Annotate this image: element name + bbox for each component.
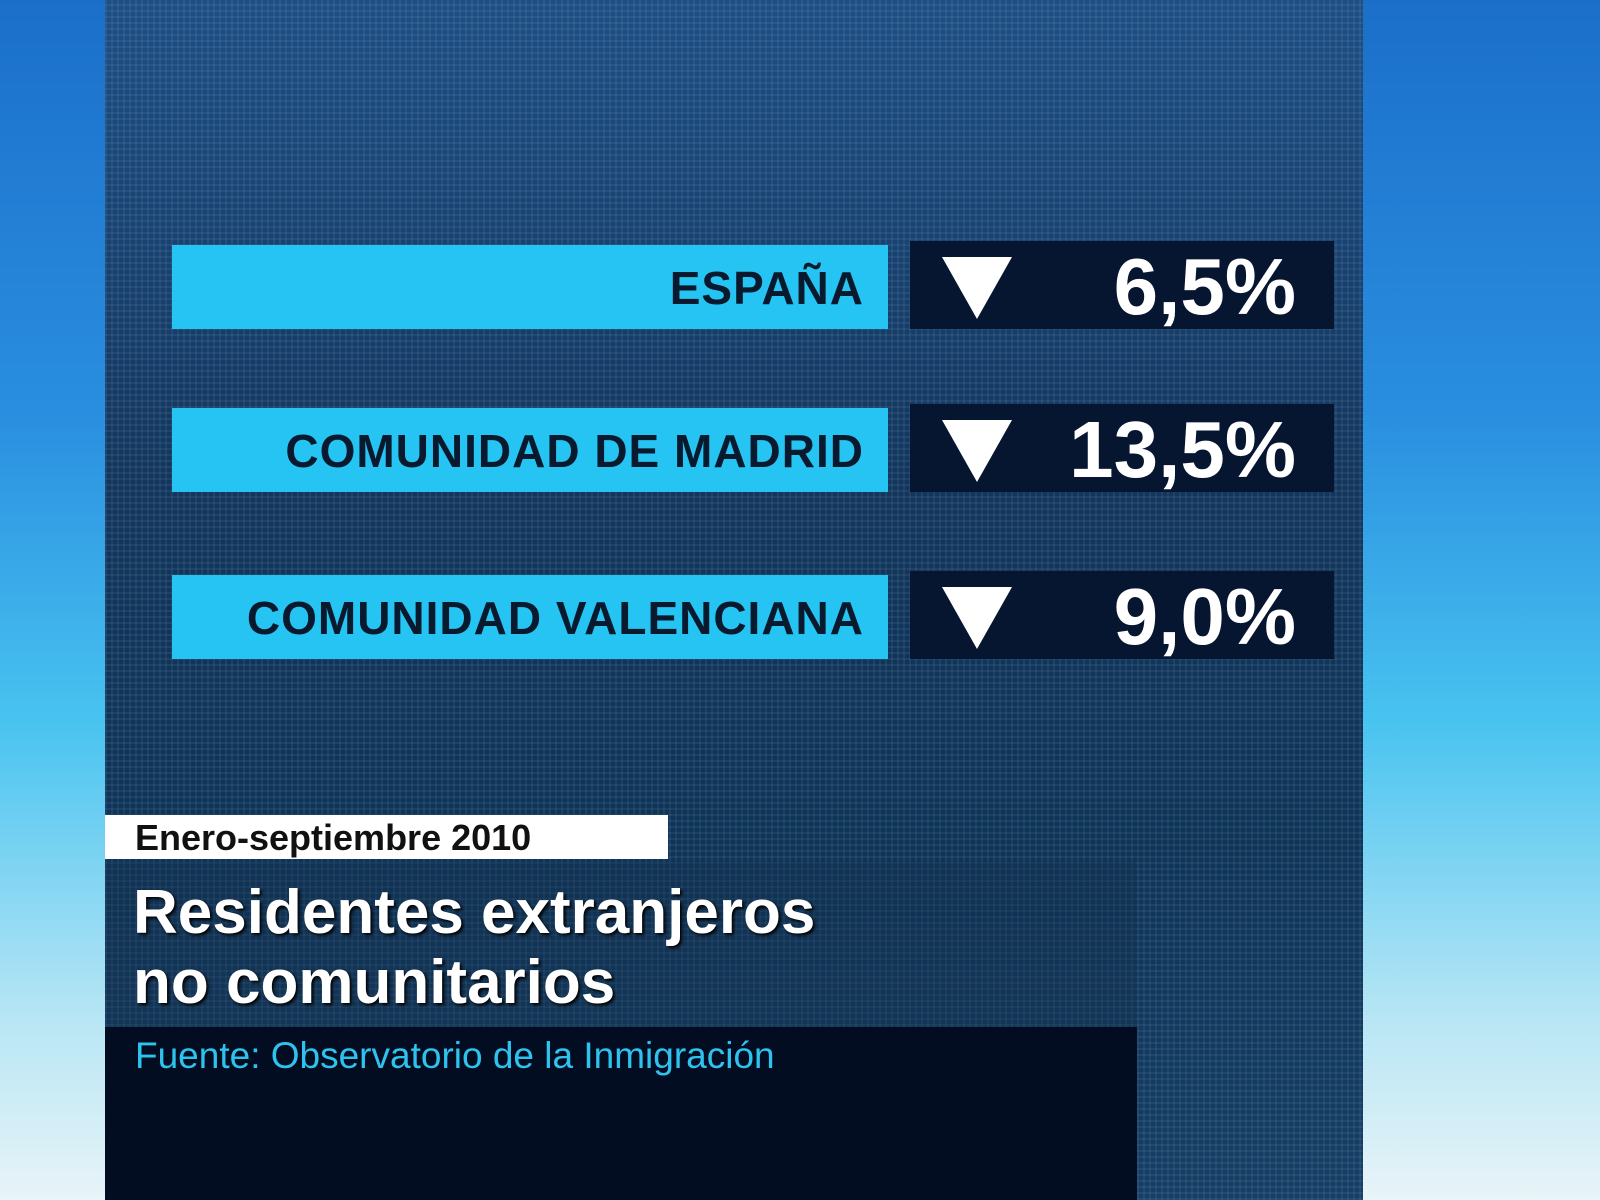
period-label: Enero-septiembre 2010 (105, 815, 668, 859)
title-line-1: Residentes extranjeros (133, 878, 816, 947)
region-label: ESPAÑA (172, 245, 888, 329)
source-text: Fuente: Observatorio de la Inmigración (135, 1035, 775, 1076)
value: 6,5% (1113, 242, 1296, 331)
value-box: 9,0% (910, 571, 1334, 661)
region-label: COMUNIDAD DE MADRID (172, 408, 888, 492)
value-box: 6,5% (910, 241, 1334, 331)
row-espana: ESPAÑA 6,5% (172, 241, 1334, 331)
value: 13,5% (1069, 405, 1296, 494)
region-label: COMUNIDAD VALENCIANA (172, 575, 888, 659)
down-triangle-icon (942, 257, 1012, 319)
title: Residentes extranjeros no comunitarios (133, 878, 815, 1018)
down-triangle-icon (942, 420, 1012, 482)
value: 9,0% (1113, 572, 1296, 661)
title-box (105, 862, 1137, 1027)
source-box (105, 1027, 1137, 1200)
value-box: 13,5% (910, 404, 1334, 494)
down-triangle-icon (942, 587, 1012, 649)
title-line-2: no comunitarios (133, 948, 616, 1017)
row-valenciana: COMUNIDAD VALENCIANA 9,0% (172, 571, 1334, 661)
row-madrid: COMUNIDAD DE MADRID 13,5% (172, 404, 1334, 494)
